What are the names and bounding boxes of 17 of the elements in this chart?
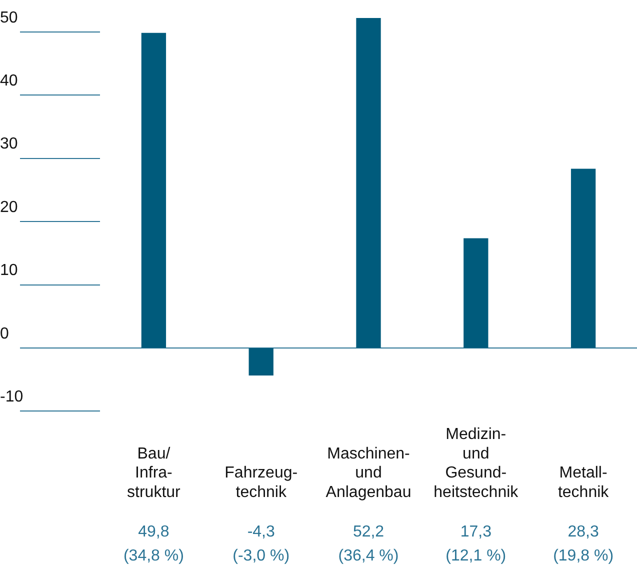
data-label: 28,3 (19,8 %) — [553, 523, 614, 564]
y-tick-label: 30 — [0, 136, 18, 153]
y-tick-label: 0 — [0, 325, 9, 342]
x-tick-label: Fahrzeug- technik — [224, 464, 298, 501]
data-label: 52,2 (36,4 %) — [338, 523, 399, 564]
y-tick-label: 40 — [0, 72, 18, 90]
data-label: 17,3 (12,1 %) — [446, 523, 506, 564]
data-label: 49,8 (34,8 %) — [123, 523, 184, 564]
y-tick-label: 50 — [0, 9, 18, 26]
x-tick-label: Bau/ Infra- struktur — [127, 445, 182, 501]
data-label: -4,3 (-3,0 %) — [232, 523, 290, 564]
y-tick-label: 20 — [0, 198, 18, 216]
x-tick-label: Maschinen- und Anlagenbau — [326, 445, 412, 501]
y-tick-label: 10 — [0, 262, 18, 280]
x-tick-label: Medizin- und Gesund- heitstechnik — [434, 426, 520, 501]
y-tick-label: -10 — [0, 388, 24, 406]
x-tick-label: Metall- technik — [558, 464, 610, 501]
